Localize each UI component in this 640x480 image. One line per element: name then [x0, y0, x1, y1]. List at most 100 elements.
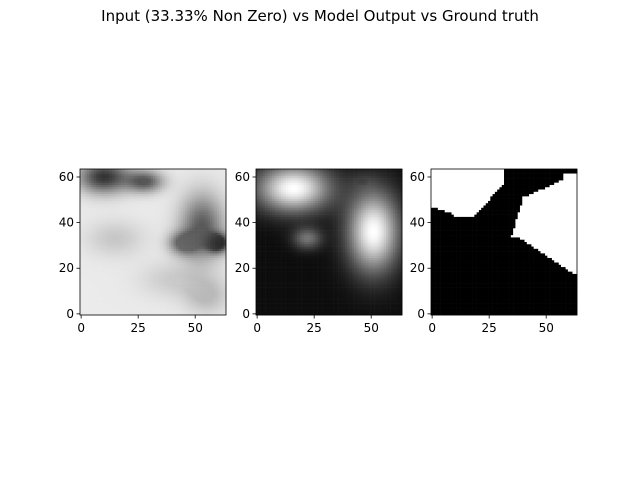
heatmap-cell	[84, 257, 88, 261]
heatmap-cell	[205, 276, 209, 279]
heatmap-cell	[137, 248, 140, 252]
heatmap-cell	[198, 308, 202, 311]
heatmap-cell	[98, 184, 101, 188]
heatmap-cell	[194, 260, 197, 263]
heatmap-cell	[105, 235, 108, 238]
heatmap-cell	[203, 280, 206, 284]
heatmap-cell	[180, 262, 183, 266]
heatmap-cell	[107, 289, 110, 293]
heatmap-cell	[137, 239, 140, 243]
heatmap-cell	[132, 239, 136, 243]
heatmap-cell	[363, 173, 366, 177]
heatmap-cell	[187, 244, 190, 247]
heatmap-cell	[381, 175, 385, 179]
heatmap-cell	[159, 221, 163, 225]
heatmap-cell	[150, 182, 154, 186]
heatmap-cell	[109, 187, 113, 190]
heatmap-cell	[331, 189, 334, 193]
heatmap-cell	[269, 182, 273, 186]
heatmap-cell	[278, 198, 282, 202]
heatmap-cell	[196, 171, 199, 174]
heatmap-cell	[180, 301, 183, 304]
heatmap-cell	[216, 292, 220, 295]
heatmap-cell	[221, 196, 225, 199]
y-tick-label: 0	[66, 307, 74, 321]
heatmap-cell	[107, 228, 110, 231]
heatmap-cell	[214, 184, 218, 188]
heatmap-cell	[98, 251, 101, 254]
heatmap-cell	[130, 205, 133, 209]
heatmap-cell	[210, 198, 213, 202]
heatmap-cell	[285, 171, 289, 174]
heatmap-cell	[166, 178, 170, 181]
heatmap-cell	[219, 198, 222, 202]
heatmap-cell	[168, 232, 172, 236]
heatmap-cell	[182, 205, 186, 209]
heatmap-cell	[182, 242, 186, 245]
heatmap-cell	[143, 312, 147, 316]
heatmap-cell	[205, 232, 209, 236]
heatmap-cell	[123, 251, 126, 254]
heatmap-cell	[93, 308, 97, 311]
heatmap-cell	[168, 210, 172, 213]
heatmap-cell	[98, 296, 101, 300]
heatmap-cell	[207, 257, 211, 261]
heatmap-cell	[178, 228, 181, 231]
heatmap-cell	[130, 285, 133, 288]
heatmap-cell	[198, 223, 202, 227]
heatmap-cell	[146, 301, 149, 304]
heatmap-cell	[383, 175, 387, 179]
heatmap-cell	[84, 216, 88, 220]
heatmap-cell	[301, 178, 305, 181]
heatmap-cell	[173, 200, 177, 204]
heatmap-cell	[324, 178, 328, 181]
heatmap-cell	[198, 171, 202, 174]
heatmap-cell	[150, 194, 154, 197]
heatmap-cell	[166, 180, 170, 183]
heatmap-cell	[342, 175, 346, 179]
heatmap-cell	[93, 200, 97, 204]
heatmap-cell	[121, 230, 124, 234]
heatmap-cell	[219, 278, 222, 282]
heatmap-cell	[205, 294, 209, 298]
heatmap-cell	[123, 299, 126, 302]
heatmap-cell	[189, 294, 193, 298]
heatmap-cell	[221, 189, 225, 193]
heatmap-cell	[260, 173, 264, 177]
heatmap-cell	[134, 299, 138, 302]
heatmap-cell	[82, 221, 85, 225]
heatmap-cell	[297, 182, 300, 186]
heatmap-cell	[102, 173, 106, 177]
heatmap-cell	[137, 260, 140, 263]
heatmap-cell	[351, 178, 355, 181]
heatmap-cell	[297, 189, 300, 193]
heatmap-cell	[297, 191, 300, 195]
heatmap-cell	[82, 312, 85, 316]
heatmap-cell	[118, 196, 122, 199]
heatmap-cell	[93, 248, 97, 252]
heatmap-cell	[153, 292, 156, 295]
heatmap-cell	[139, 203, 142, 206]
heatmap-cell	[187, 207, 190, 211]
heatmap-cell	[200, 203, 204, 206]
heatmap-cell	[276, 184, 280, 188]
heatmap-cell	[315, 198, 318, 202]
heatmap-cell	[141, 296, 145, 300]
heatmap-cell	[306, 198, 309, 202]
heatmap-cell	[150, 205, 154, 209]
heatmap-cell	[200, 278, 204, 282]
heatmap-cell	[162, 269, 165, 272]
heatmap-cell	[299, 198, 302, 202]
heatmap-cell	[153, 310, 156, 314]
heatmap-cell	[91, 239, 94, 243]
heatmap-cell	[157, 230, 161, 234]
heatmap-cell	[287, 184, 291, 188]
heatmap-cell	[118, 312, 122, 316]
heatmap-cell	[114, 214, 117, 218]
heatmap-cell	[157, 184, 161, 188]
heatmap-cell	[329, 184, 332, 188]
heatmap-cell	[134, 221, 138, 225]
heatmap-cell	[168, 242, 172, 245]
heatmap-cell	[317, 198, 321, 202]
heatmap-cell	[114, 246, 117, 250]
